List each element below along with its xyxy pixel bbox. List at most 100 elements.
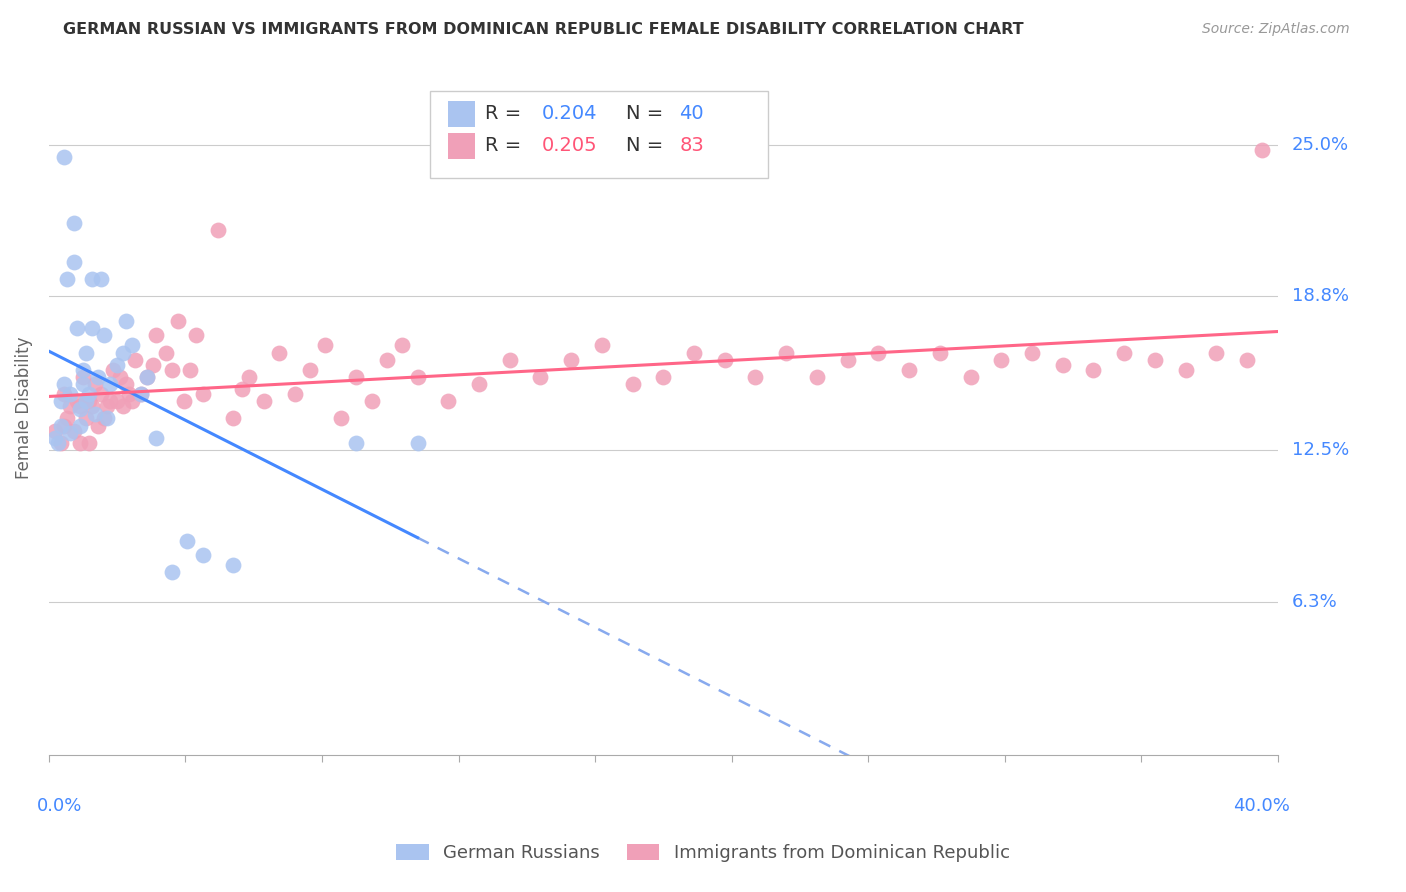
Point bbox=[114, 314, 136, 328]
Point bbox=[77, 435, 100, 450]
Text: GERMAN RUSSIAN VS IMMIGRANTS FROM DOMINICAN REPUBLIC FEMALE DISABILITY CORRELATI: GERMAN RUSSIAN VS IMMIGRANTS FROM DOMINI… bbox=[63, 22, 1024, 37]
FancyBboxPatch shape bbox=[430, 91, 768, 178]
Point bbox=[111, 345, 134, 359]
Point bbox=[652, 370, 675, 384]
Point bbox=[103, 362, 125, 376]
Point bbox=[868, 345, 890, 359]
Point bbox=[72, 370, 94, 384]
Point bbox=[69, 418, 91, 433]
Point bbox=[284, 387, 307, 401]
Point bbox=[928, 345, 950, 359]
Point bbox=[62, 424, 84, 438]
Point bbox=[529, 370, 551, 384]
Point bbox=[77, 387, 100, 401]
Point bbox=[406, 435, 429, 450]
Point bbox=[121, 394, 143, 409]
Text: 83: 83 bbox=[679, 136, 704, 155]
Point bbox=[621, 377, 644, 392]
Point bbox=[87, 370, 110, 384]
Point bbox=[344, 370, 367, 384]
Text: Source: ZipAtlas.com: Source: ZipAtlas.com bbox=[1202, 22, 1350, 37]
Point bbox=[100, 377, 122, 392]
Point bbox=[179, 362, 201, 376]
Point bbox=[1236, 352, 1258, 367]
Point bbox=[990, 352, 1012, 367]
Point bbox=[56, 411, 79, 425]
Point bbox=[160, 362, 183, 376]
Point bbox=[314, 338, 336, 352]
Point bbox=[713, 352, 735, 367]
Point bbox=[69, 399, 91, 413]
Point bbox=[108, 370, 131, 384]
Point bbox=[105, 358, 128, 372]
Point bbox=[59, 426, 82, 441]
Point bbox=[1083, 362, 1105, 376]
Point bbox=[65, 394, 87, 409]
Point bbox=[136, 370, 159, 384]
Point bbox=[1052, 358, 1074, 372]
Point bbox=[468, 377, 491, 392]
Bar bbox=[449, 101, 475, 127]
Text: N =: N = bbox=[627, 136, 671, 155]
Point bbox=[344, 435, 367, 450]
Point bbox=[160, 566, 183, 580]
Point bbox=[96, 411, 118, 425]
Point bbox=[90, 387, 112, 401]
Point bbox=[775, 345, 797, 359]
Point bbox=[145, 328, 167, 343]
Point bbox=[145, 431, 167, 445]
Point bbox=[59, 387, 82, 401]
Point bbox=[75, 411, 97, 425]
Point bbox=[56, 272, 79, 286]
Point bbox=[231, 382, 253, 396]
Point bbox=[80, 399, 103, 413]
Point bbox=[93, 328, 115, 343]
Point bbox=[299, 362, 322, 376]
Point bbox=[560, 352, 582, 367]
Point bbox=[191, 548, 214, 562]
Point bbox=[72, 362, 94, 376]
Point bbox=[124, 352, 146, 367]
Text: N =: N = bbox=[627, 104, 671, 123]
Point bbox=[44, 424, 66, 438]
Point bbox=[75, 394, 97, 409]
Text: 40: 40 bbox=[679, 104, 704, 123]
Point bbox=[253, 394, 276, 409]
Point bbox=[65, 321, 87, 335]
Point bbox=[1112, 345, 1135, 359]
Point bbox=[222, 411, 245, 425]
Point bbox=[683, 345, 706, 359]
Point bbox=[44, 431, 66, 445]
Point bbox=[53, 387, 76, 401]
Point bbox=[360, 394, 382, 409]
Point bbox=[121, 338, 143, 352]
Point bbox=[93, 411, 115, 425]
Text: 0.204: 0.204 bbox=[541, 104, 598, 123]
Y-axis label: Female Disability: Female Disability bbox=[15, 336, 32, 479]
Legend: German Russians, Immigrants from Dominican Republic: German Russians, Immigrants from Dominic… bbox=[389, 837, 1017, 870]
Point bbox=[136, 370, 159, 384]
Point bbox=[62, 255, 84, 269]
Point bbox=[100, 394, 122, 409]
Point bbox=[437, 394, 460, 409]
Text: R =: R = bbox=[485, 104, 527, 123]
Point bbox=[591, 338, 613, 352]
Text: R =: R = bbox=[485, 136, 527, 155]
Point bbox=[87, 418, 110, 433]
Point bbox=[222, 558, 245, 572]
Point bbox=[806, 370, 828, 384]
Bar bbox=[449, 133, 475, 159]
Point bbox=[84, 407, 107, 421]
Point bbox=[77, 394, 100, 409]
Point bbox=[167, 314, 190, 328]
Point bbox=[53, 150, 76, 164]
Point bbox=[51, 394, 73, 409]
Text: 12.5%: 12.5% bbox=[1292, 442, 1348, 459]
Point bbox=[105, 394, 128, 409]
Text: 18.8%: 18.8% bbox=[1292, 287, 1348, 305]
Point bbox=[744, 370, 766, 384]
Point bbox=[191, 387, 214, 401]
Point bbox=[111, 399, 134, 413]
Point bbox=[406, 370, 429, 384]
Text: 0.0%: 0.0% bbox=[37, 797, 82, 815]
